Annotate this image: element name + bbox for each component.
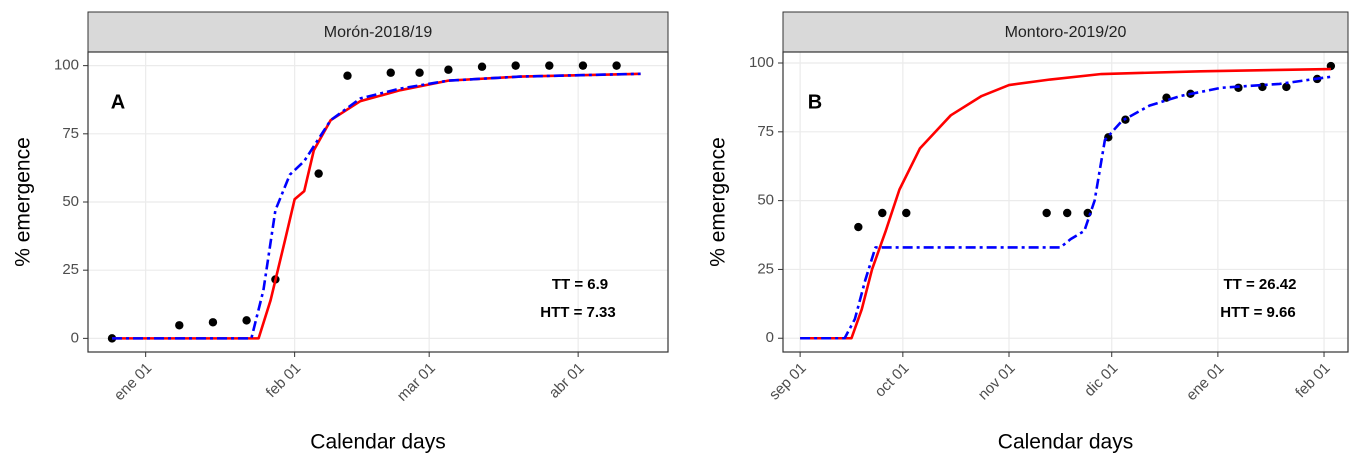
point [415, 68, 424, 77]
series-line [800, 75, 1332, 340]
x-tick-label: feb 01 [263, 360, 305, 402]
strip-title: Montoro-2019/20 [1005, 24, 1127, 41]
y-tick-label: 0 [71, 329, 79, 346]
y-tick-label: 25 [757, 260, 774, 277]
strip [87, 11, 669, 53]
y-tick-label: 25 [62, 261, 79, 278]
stat-label: TT = 26.42 [1224, 276, 1297, 293]
series-line [112, 72, 641, 340]
point [242, 316, 251, 325]
point [175, 321, 184, 330]
y-tick-label: 100 [749, 54, 774, 71]
x-axis-title: Calendar days [998, 431, 1133, 454]
y-tick-label: 75 [62, 125, 79, 142]
y-axis-title: % emergence [707, 137, 730, 267]
x-tick-label: abr 01 [546, 360, 588, 402]
point [878, 208, 887, 218]
y-tick-label: 50 [757, 192, 774, 209]
panel-tag: B [808, 91, 822, 113]
y-tick-label: 75 [757, 123, 774, 140]
point [545, 61, 554, 70]
point [208, 318, 218, 327]
stat-label: TT = 6.9 [552, 276, 608, 293]
x-tick-label: nov 01 [975, 360, 1019, 404]
series-line [112, 72, 641, 340]
plot-background [783, 52, 1348, 352]
point [511, 61, 520, 70]
x-tick-label: mar 01 [394, 360, 439, 405]
stat-label: HTT = 9.66 [1220, 304, 1295, 321]
y-axis-title: % emergence [12, 137, 35, 267]
plot-border [87, 51, 669, 353]
point [902, 208, 911, 218]
y-tick-label: 50 [62, 193, 79, 210]
x-tick-label: oct 01 [872, 360, 913, 401]
point [477, 62, 487, 71]
point [1282, 82, 1291, 92]
x-tick-label: ene 01 [111, 360, 155, 404]
x-tick-label: feb 01 [1292, 360, 1334, 402]
y-tick-label: 0 [766, 329, 774, 346]
y-tick-label: 100 [54, 57, 79, 74]
point [854, 222, 863, 232]
point [578, 61, 588, 70]
plot-border [782, 51, 1349, 353]
point [314, 169, 323, 178]
point [612, 61, 621, 70]
strip [782, 11, 1349, 53]
point [1042, 208, 1051, 218]
x-axis-title: Calendar days [310, 431, 445, 454]
point [1063, 208, 1072, 218]
strip-title: Morón-2018/19 [324, 24, 433, 41]
x-tick-label: dic 01 [1081, 360, 1121, 400]
point [343, 71, 352, 80]
point [444, 65, 453, 74]
x-tick-label: sep 01 [766, 360, 810, 404]
point [386, 68, 395, 77]
x-tick-label: ene 01 [1183, 360, 1227, 404]
series-line [800, 67, 1331, 340]
panel-tag: A [111, 91, 125, 113]
stat-label: HTT = 7.33 [540, 304, 615, 321]
